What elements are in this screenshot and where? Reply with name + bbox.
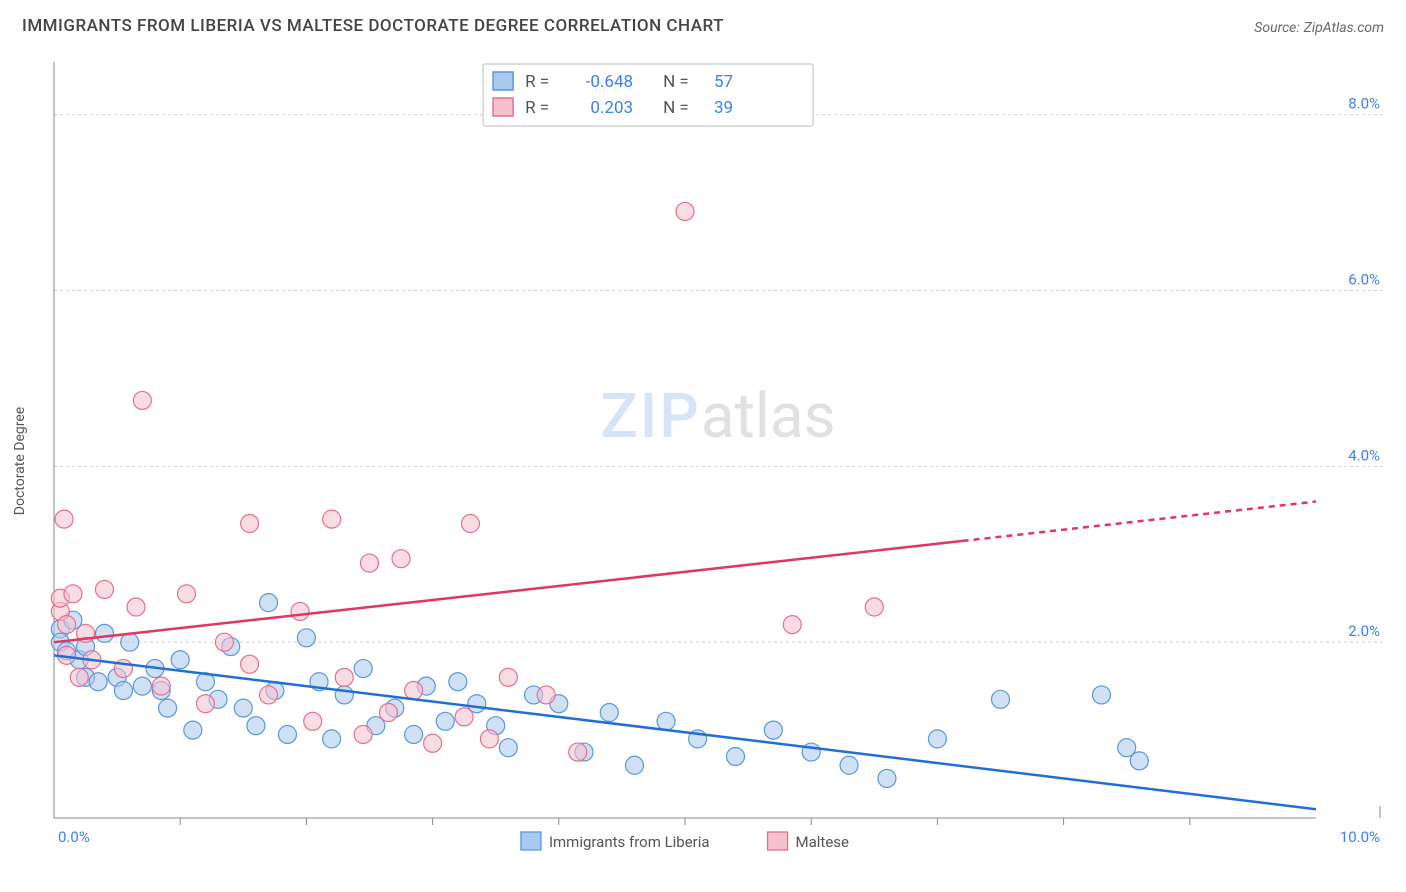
data-point	[424, 734, 442, 752]
data-point	[537, 686, 555, 704]
data-point	[878, 769, 896, 787]
data-point	[676, 202, 694, 220]
data-point	[499, 739, 517, 757]
data-point	[278, 725, 296, 743]
scatter-plot: 2.0% 4.0% 6.0% 8.0% 0.0% 10.0% ZIPatlas R = -0.6…	[50, 60, 1386, 862]
data-point	[121, 633, 139, 651]
y-tick-label: 4.0%	[1348, 446, 1380, 464]
data-point	[304, 712, 322, 730]
y-tick-label: 8.0%	[1348, 95, 1380, 113]
data-point	[928, 730, 946, 748]
data-point	[865, 598, 883, 616]
data-point	[133, 391, 151, 409]
chart-title: IMMIGRANTS FROM LIBERIA VS MALTESE DOCTO…	[22, 16, 724, 36]
data-point	[600, 704, 618, 722]
data-point	[335, 686, 353, 704]
data-point	[114, 682, 132, 700]
data-point	[354, 660, 372, 678]
y-axis-label: Doctorate Degree	[12, 407, 28, 515]
series-legend: Immigrants from Liberia Maltese	[521, 832, 849, 851]
data-point	[379, 704, 397, 722]
data-point	[241, 515, 259, 533]
x-tick-label: 10.0%	[1340, 828, 1380, 846]
legend-series-label: Maltese	[796, 833, 850, 851]
data-point	[764, 721, 782, 739]
legend-r-value: 0.203	[590, 98, 633, 118]
data-point	[89, 673, 107, 691]
data-point	[361, 554, 379, 572]
source-value: ZipAtlas.com	[1304, 20, 1384, 36]
data-point	[461, 515, 479, 533]
legend-series-label: Immigrants from Liberia	[549, 833, 710, 851]
trend-line	[54, 655, 1316, 809]
data-point	[55, 510, 73, 528]
data-point	[323, 730, 341, 748]
trend-line-extrap	[963, 502, 1316, 541]
data-point	[247, 717, 265, 735]
data-point	[499, 668, 517, 686]
data-point	[184, 721, 202, 739]
data-point	[1092, 686, 1110, 704]
legend-n-label: N =	[663, 72, 689, 92]
data-point	[64, 585, 82, 603]
data-point	[405, 725, 423, 743]
data-point	[260, 686, 278, 704]
data-point	[178, 585, 196, 603]
data-point	[626, 756, 644, 774]
data-point	[133, 677, 151, 695]
y-tick-label: 2.0%	[1348, 622, 1380, 640]
data-point	[992, 690, 1010, 708]
data-point	[95, 624, 113, 642]
data-point	[70, 668, 88, 686]
data-point	[152, 677, 170, 695]
legend-r-label: R =	[525, 98, 549, 118]
legend-n-label: N =	[663, 98, 689, 118]
data-point	[297, 629, 315, 647]
data-point	[241, 655, 259, 673]
y-tick-label: 6.0%	[1348, 271, 1380, 289]
data-point	[335, 668, 353, 686]
chart-area: Doctorate Degree 2.0%4.0%6.0%8.0%0.0%10.…	[50, 60, 1386, 862]
data-point	[840, 756, 858, 774]
data-point	[159, 699, 177, 717]
legend-swatch	[493, 72, 513, 90]
x-tick-label: 0.0%	[58, 828, 90, 846]
data-point	[291, 602, 309, 620]
legend-r-label: R =	[525, 72, 549, 92]
data-point	[95, 580, 113, 598]
data-point	[436, 712, 454, 730]
data-point	[726, 747, 744, 765]
data-point	[449, 673, 467, 691]
legend-n-value: 57	[714, 72, 733, 92]
data-point	[405, 682, 423, 700]
legend-swatch	[493, 98, 513, 116]
data-point	[354, 725, 372, 743]
data-point	[58, 616, 76, 634]
data-point	[1130, 752, 1148, 770]
source-label: Source:	[1254, 20, 1299, 36]
data-point	[783, 616, 801, 634]
legend-swatch	[768, 832, 788, 850]
data-point	[480, 730, 498, 748]
data-point	[171, 651, 189, 669]
legend-r-value: -0.648	[586, 72, 633, 92]
data-point	[392, 550, 410, 568]
data-point	[127, 598, 145, 616]
data-point	[234, 699, 252, 717]
data-point	[323, 510, 341, 528]
legend-swatch	[521, 832, 541, 850]
data-point	[569, 743, 587, 761]
source: Source: ZipAtlas.com	[1254, 17, 1384, 36]
data-point	[455, 708, 473, 726]
data-point	[657, 712, 675, 730]
legend-n-value: 39	[714, 98, 733, 118]
watermark: ZIPatlas	[600, 380, 835, 453]
data-point	[260, 594, 278, 612]
data-point	[215, 633, 233, 651]
data-point	[196, 695, 214, 713]
